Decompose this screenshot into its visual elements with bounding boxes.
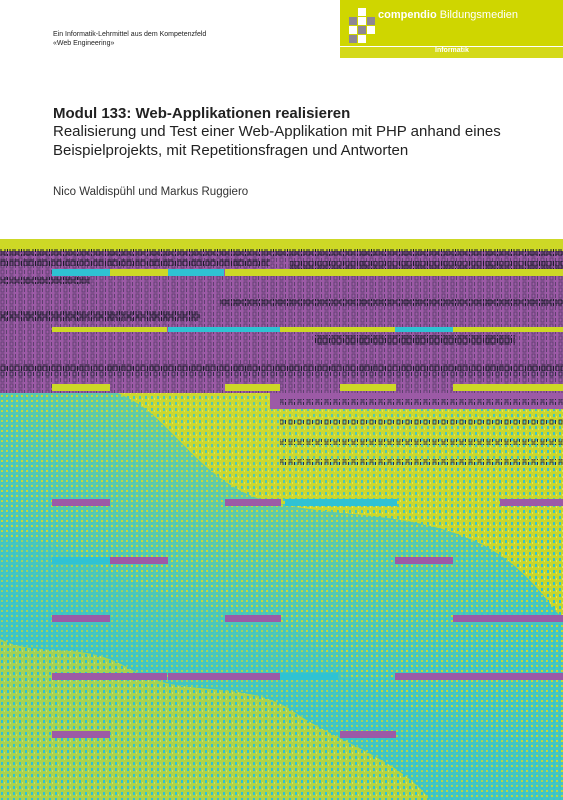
- book-authors: Nico Waldispühl und Markus Ruggiero: [53, 186, 249, 198]
- publisher-category: Informatik: [435, 47, 469, 54]
- publisher-band-bottom: [340, 46, 563, 58]
- publisher-logo-icon: [349, 5, 375, 49]
- series-note: Ein Informatik-Lehrmittel aus dem Kompet…: [53, 30, 206, 48]
- publisher-band-top: [340, 0, 563, 46]
- series-note-line1: Ein Informatik-Lehrmittel aus dem Kompet…: [53, 31, 207, 38]
- book-subtitle: Realisierung und Test einer Web-Applikat…: [53, 123, 501, 159]
- cover-artwork: [0, 239, 563, 800]
- publisher-name: compendio Bildungsmedien: [378, 9, 519, 21]
- book-title: Modul 133: Web-Applikationen realisieren: [53, 105, 351, 122]
- publisher-band: compendio Bildungsmedien Informatik: [340, 0, 563, 58]
- series-note-line2: «Web Engineering»: [53, 40, 115, 47]
